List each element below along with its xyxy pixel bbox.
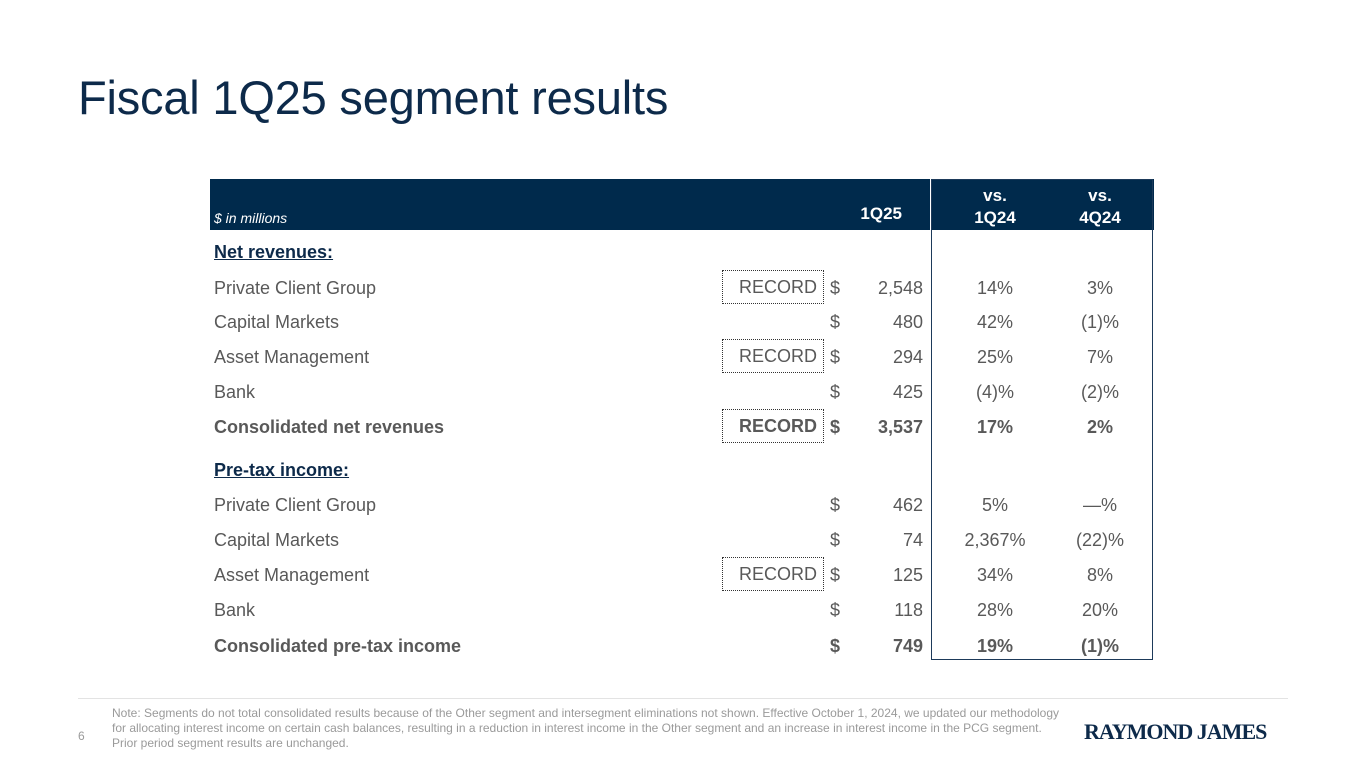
table-row: Private Client Group RECORD $2,548 14% 3% [0, 270, 1365, 304]
header-vs-label: vs. [983, 186, 1007, 205]
row-label: Net revenues: [214, 242, 334, 262]
change-vs-4q24: 7% [1086, 347, 1113, 367]
change-vs-4q24: 2% [1086, 417, 1113, 437]
comparison-columns-box [931, 179, 1153, 660]
table-row: Bank $118 28% 20% [0, 595, 1365, 625]
row-label: Consolidated net revenues [214, 417, 445, 437]
change-vs-1q24: 34% [976, 565, 1014, 585]
units-label: $ in millions [214, 210, 288, 226]
change-vs-1q24: 2,367% [964, 530, 1026, 550]
row-label: Capital Markets [214, 312, 340, 332]
change-vs-4q24: 3% [1086, 278, 1113, 298]
row-label: Bank [214, 600, 256, 620]
value-1q25: 425 [892, 382, 923, 402]
header-vs-4q24: vs. 4Q24 [1050, 185, 1150, 229]
value-1q25: 749 [892, 636, 923, 656]
dollar-sign: $ [830, 347, 841, 367]
change-vs-1q24: 5% [981, 495, 1008, 515]
dollar-sign: $ [830, 382, 841, 402]
row-label: Bank [214, 382, 256, 402]
dollar-sign: $ [830, 600, 841, 620]
dollar-sign: $ [830, 636, 841, 656]
header-vs-1q24: vs. 1Q24 [945, 185, 1045, 229]
section-header-row: Pre-tax income: [0, 455, 1365, 485]
value-1q25: 125 [892, 565, 923, 585]
table-row: Capital Markets $480 42% (1)% [0, 307, 1365, 337]
change-vs-4q24: 20% [1081, 600, 1119, 620]
table-row: Asset Management RECORD $294 25% 7% [0, 339, 1365, 373]
record-badge: RECORD [722, 557, 824, 591]
row-label: Asset Management [214, 565, 370, 585]
header-vs-label: vs. [1088, 186, 1112, 205]
row-label: Pre-tax income: [214, 460, 350, 480]
value-1q25: 480 [892, 312, 923, 332]
table-row: Bank $425 (4)% (2)% [0, 377, 1365, 407]
change-vs-4q24: —% [1082, 495, 1117, 515]
row-label: Consolidated pre-tax income [214, 636, 462, 656]
value-1q25: 294 [892, 347, 923, 367]
value-1q25: 74 [902, 530, 923, 550]
change-vs-1q24: (4)% [975, 382, 1014, 402]
raymond-james-logo: RAYMOND JAMES [1084, 719, 1267, 744]
change-vs-4q24: (2)% [1080, 382, 1119, 402]
value-1q25: 2,548 [877, 278, 923, 298]
comparison-header-band [932, 179, 1154, 230]
page-title: Fiscal 1Q25 segment results [78, 71, 669, 124]
row-label: Asset Management [214, 347, 370, 367]
dollar-sign: $ [830, 278, 841, 298]
change-vs-1q24: 19% [976, 636, 1014, 656]
table-row: Consolidated net revenues RECORD $3,537 17%… [0, 409, 1365, 443]
table-row: Private Client Group $462 5% —% [0, 490, 1365, 520]
change-vs-1q24: 14% [976, 278, 1014, 298]
change-vs-1q24: 28% [976, 600, 1014, 620]
footer-divider [78, 698, 1288, 699]
value-1q25: 462 [892, 495, 923, 515]
dollar-sign: $ [830, 530, 841, 550]
table-row: Asset Management RECORD $125 34% 8% [0, 557, 1365, 591]
footnote: Note: Segments do not total consolidated… [112, 706, 1060, 750]
table-header-band [210, 179, 930, 230]
header-period-label: 1Q24 [974, 208, 1016, 227]
section-header-row: Net revenues: [0, 237, 1365, 267]
dollar-sign: $ [830, 495, 841, 515]
change-vs-1q24: 25% [976, 347, 1014, 367]
table-row: Consolidated pre-tax income $749 19% (1)% [0, 631, 1365, 661]
change-vs-1q24: 17% [976, 417, 1014, 437]
page-number: 6 [78, 729, 85, 743]
change-vs-4q24: (1)% [1080, 312, 1119, 332]
header-1q25: 1Q25 [860, 204, 902, 223]
row-label: Private Client Group [214, 278, 377, 298]
value-1q25: 3,537 [877, 417, 923, 437]
record-badge: RECORD [722, 409, 824, 443]
value-1q25: 118 [894, 600, 923, 620]
dollar-sign: $ [830, 312, 841, 332]
change-vs-1q24: 42% [976, 312, 1014, 332]
record-badge: RECORD [722, 270, 824, 304]
record-badge: RECORD [722, 339, 824, 373]
header-period-label: 4Q24 [1079, 208, 1121, 227]
row-label: Capital Markets [214, 530, 340, 550]
change-vs-4q24: (22)% [1075, 530, 1124, 550]
dollar-sign: $ [830, 565, 841, 585]
change-vs-4q24: (1)% [1080, 636, 1119, 656]
dollar-sign: $ [830, 417, 841, 437]
change-vs-4q24: 8% [1086, 565, 1113, 585]
table-row: Capital Markets $74 2,367% (22)% [0, 525, 1365, 555]
row-label: Private Client Group [214, 495, 377, 515]
